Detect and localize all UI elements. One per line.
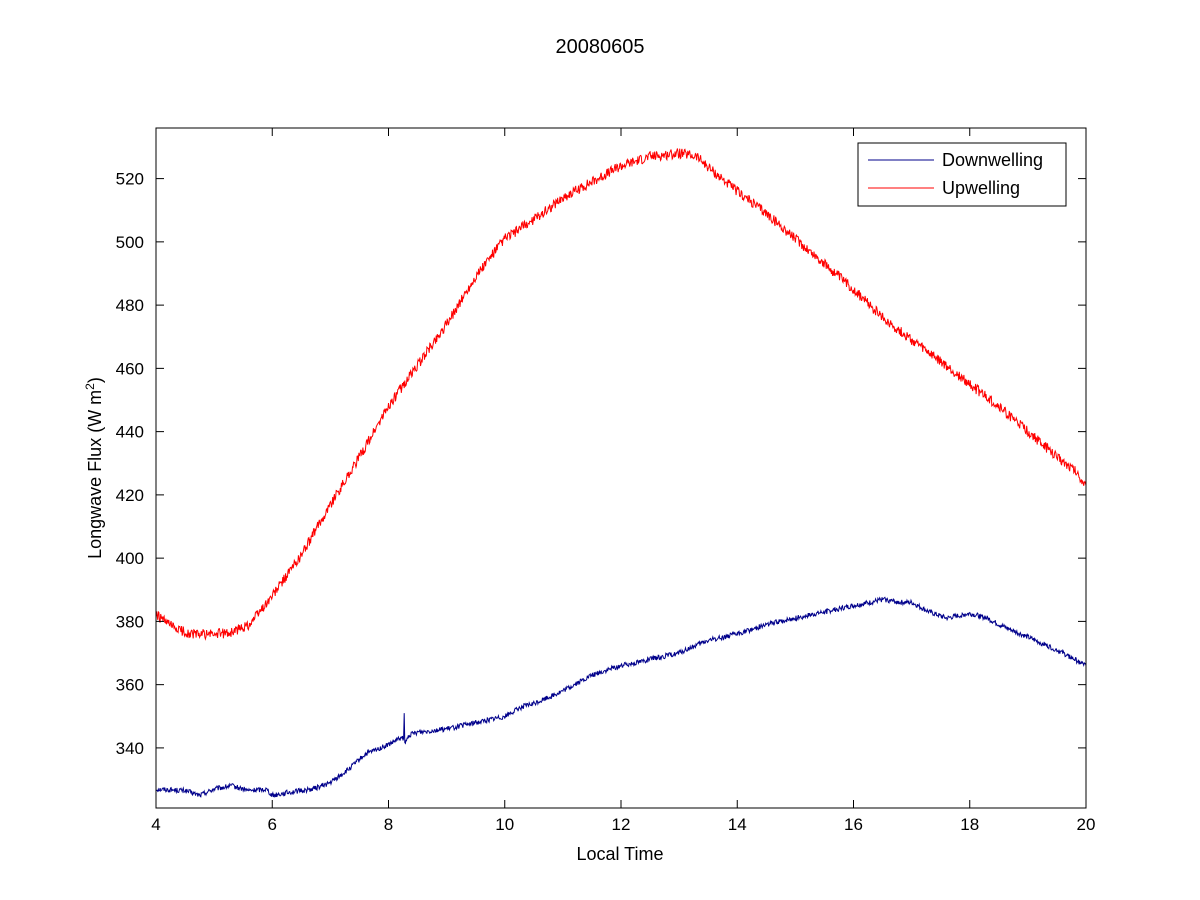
y-tick-label: 520 <box>116 170 144 189</box>
y-tick-label: 420 <box>116 486 144 505</box>
x-tick-label: 18 <box>960 815 979 834</box>
y-tick-label: 380 <box>116 612 144 631</box>
y-axis-label-close: ) <box>85 377 105 383</box>
series-line-upwelling <box>155 148 1087 641</box>
y-axis-label-superscript: 2 <box>83 383 97 390</box>
y-tick-label: 360 <box>116 676 144 695</box>
chart-title: 20080605 <box>556 36 645 58</box>
x-tick-label: 10 <box>495 815 514 834</box>
y-axis-ticks: 340 360 380 400 420 440 460 480 500 520 <box>116 170 1086 758</box>
y-tick-label: 340 <box>116 739 144 758</box>
x-tick-label: 12 <box>612 815 631 834</box>
y-tick-label: 440 <box>116 423 144 442</box>
y-tick-label: 400 <box>116 549 144 568</box>
legend-label-downwelling: Downwelling <box>942 150 1043 170</box>
x-tick-label: 14 <box>728 815 747 834</box>
x-axis-label: Local Time <box>576 844 663 864</box>
x-tick-label: 20 <box>1077 815 1096 834</box>
y-axis-label-main: Longwave Flux (W m <box>85 390 105 559</box>
plot-area <box>156 128 1086 808</box>
x-tick-label: 8 <box>384 815 393 834</box>
y-tick-label: 460 <box>116 359 144 378</box>
x-tick-label: 16 <box>844 815 863 834</box>
y-tick-label: 500 <box>116 233 144 252</box>
x-tick-label: 6 <box>268 815 277 834</box>
legend-box <box>857 142 1067 207</box>
legend-label-upwelling: Upwelling <box>942 178 1020 198</box>
legend: Downwelling Upwelling <box>857 142 1067 207</box>
series-layer <box>155 148 1087 798</box>
y-tick-label: 480 <box>116 296 144 315</box>
x-tick-label: 4 <box>151 815 160 834</box>
x-axis-ticks: 4 6 8 10 12 14 16 18 20 <box>151 128 1095 834</box>
series-line-downwelling <box>155 596 1087 798</box>
y-axis-label: Longwave Flux (W m2) <box>83 377 105 559</box>
